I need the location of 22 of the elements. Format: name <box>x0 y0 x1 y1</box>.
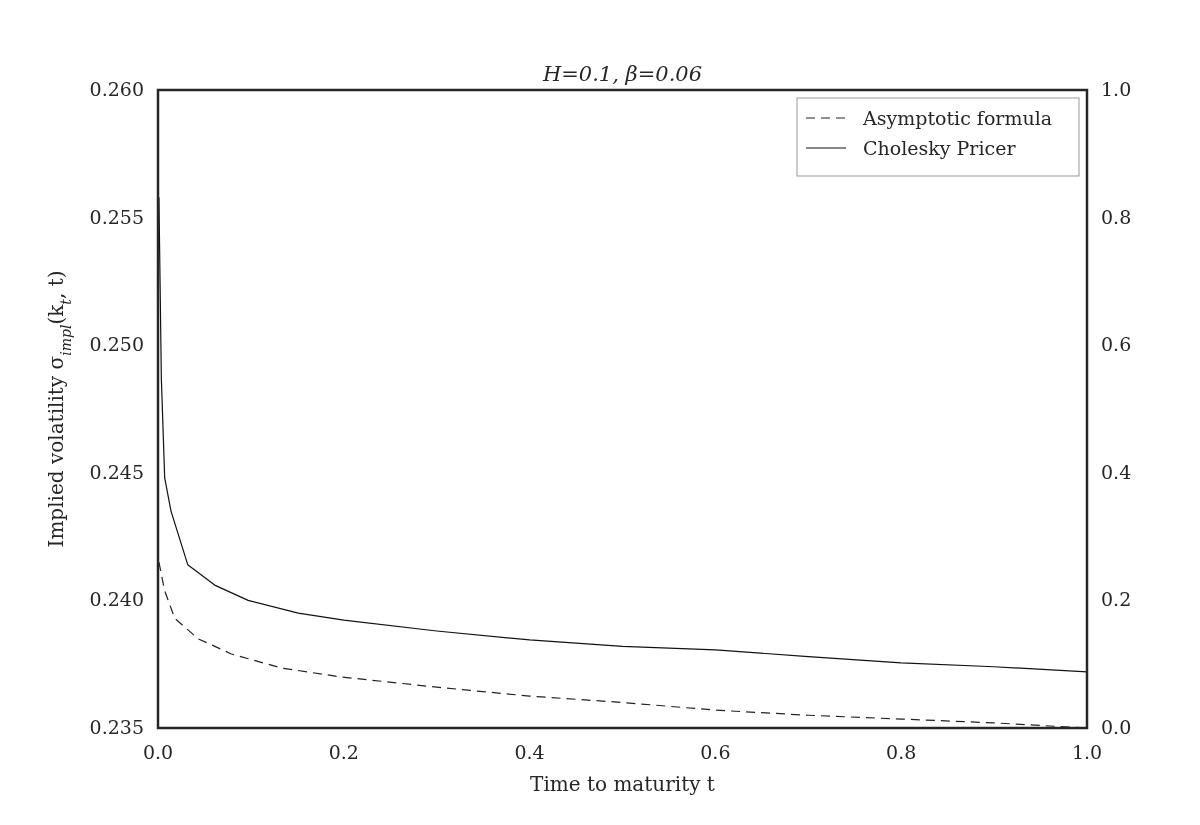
y-tick-label: 0.240 <box>89 588 144 611</box>
y2-tick-label: 1.0 <box>1101 78 1132 100</box>
legend-label: Cholesky Pricer <box>863 137 1017 159</box>
x-tick-label: 0.6 <box>700 741 731 763</box>
y-tick-label: 0.245 <box>89 460 144 483</box>
x-tick-label: 0.2 <box>328 741 359 763</box>
x-tick-label: 0.0 <box>142 741 174 763</box>
legend-label: Asymptotic formula <box>862 107 1053 129</box>
x-axis-title: Time to maturity t <box>530 772 715 796</box>
y2-tick-label: 0.4 <box>1101 460 1132 483</box>
y2-tick-label: 0.2 <box>1101 588 1132 611</box>
y2-tick-label: 0.6 <box>1101 333 1132 356</box>
x-tick-label: 0.4 <box>514 741 545 763</box>
y-tick-label: 0.250 <box>89 333 144 356</box>
x-tick-label: 0.8 <box>886 741 917 763</box>
y-tick-label: 0.260 <box>89 78 144 100</box>
x-tick-label: 1.0 <box>1071 741 1103 763</box>
y-tick-label: 0.255 <box>89 205 144 228</box>
y2-tick-label: 0.0 <box>1101 716 1132 738</box>
chart-title: H=0.1, β=0.06 <box>541 62 703 86</box>
y-tick-label: 0.235 <box>89 716 144 738</box>
y2-tick-label: 0.8 <box>1101 205 1132 228</box>
